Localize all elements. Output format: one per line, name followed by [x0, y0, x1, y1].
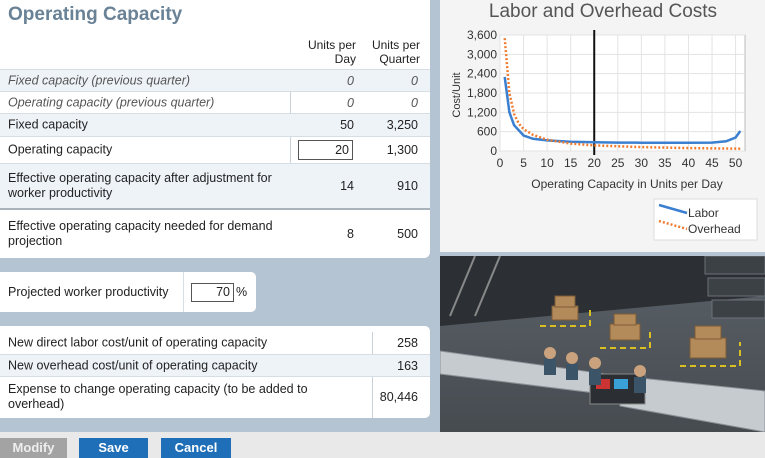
row-label: New overhead cost/unit of operating capa…	[8, 358, 258, 372]
units-per-day-value: 0	[347, 95, 354, 110]
legend-swatch-overhead	[658, 219, 688, 231]
divider	[183, 272, 184, 312]
units-per-quarter-value: 910	[397, 179, 418, 193]
x-tick-label: 25	[611, 156, 625, 170]
productivity-label: Projected worker productivity	[8, 285, 169, 299]
x-axis-label: Operating Capacity in Units per Day	[531, 177, 722, 191]
y-tick-label: 1,800	[467, 86, 497, 100]
x-tick-label: 20	[588, 156, 602, 170]
table-row: Operating capacity (previous quarter) 0 …	[0, 91, 430, 113]
series-line-overhead	[503, 38, 741, 150]
cancel-button[interactable]: Cancel	[161, 438, 231, 458]
table-row: Fixed capacity 50 3,250	[0, 113, 430, 136]
table-row: Effective operating capacity after adjus…	[0, 163, 430, 208]
table-row: New overhead cost/unit of operating capa…	[0, 354, 430, 376]
units-per-day-value: 0	[347, 73, 354, 88]
units-per-day-value: 8	[347, 227, 354, 241]
row-value: 80,446	[379, 389, 418, 404]
units-per-day-value: 50	[340, 118, 354, 132]
column-divider	[290, 69, 291, 208]
x-tick-label: 35	[658, 156, 672, 170]
row-label: Fixed capacity	[8, 117, 88, 132]
percent-unit: %	[236, 285, 248, 299]
y-tick-label: 600	[477, 125, 497, 139]
legend-label-overhead: Overhead	[688, 222, 741, 236]
units-per-day-value: 14	[340, 179, 354, 193]
col-header-units-per-day: Units per Day	[307, 38, 356, 66]
operating-capacity-panel: Operating Capacity Units per Day Units p…	[0, 0, 430, 258]
new-costs-panel: New direct labor cost/unit of operating …	[0, 326, 430, 418]
legend-swatch-labor	[658, 203, 688, 215]
chart-title: Labor and Overhead Costs	[489, 1, 717, 22]
x-tick-label: 40	[682, 156, 696, 170]
units-per-quarter-value: 0	[411, 95, 418, 110]
x-tick-label: 45	[705, 156, 719, 170]
x-tick-label: 30	[635, 156, 649, 170]
units-per-quarter-value: 0	[411, 73, 418, 88]
row-label: Expense to change operating capacity (to…	[8, 381, 308, 411]
y-tick-label: 3,600	[467, 28, 497, 42]
cost-chart-panel: Labor and Overhead Costs Cost/Unit Opera…	[440, 0, 765, 252]
units-per-quarter-value: 3,250	[386, 118, 418, 132]
table-row: New direct labor cost/unit of operating …	[0, 332, 430, 354]
productivity-input[interactable]: 70	[191, 283, 234, 302]
x-tick-label: 5	[520, 156, 527, 170]
table-row: Effective operating capacity needed for …	[0, 208, 430, 258]
row-label: Effective operating capacity after adjus…	[8, 171, 272, 200]
row-label: Fixed capacity (previous quarter)	[8, 73, 191, 87]
y-tick-label: 2,400	[467, 67, 497, 81]
x-tick-label: 10	[540, 156, 554, 170]
save-button[interactable]: Save	[79, 438, 148, 458]
x-tick-label: 50	[729, 156, 743, 170]
table-row: Fixed capacity (previous quarter) 0 0	[0, 69, 430, 91]
factory-illustration	[440, 256, 765, 432]
series-line-labor	[503, 76, 742, 145]
operating-capacity-input[interactable]: 20	[298, 140, 353, 160]
modify-button[interactable]: Modify	[0, 438, 67, 458]
table-row: Operating capacity 20 1,300	[0, 136, 430, 163]
y-tick-label: 0	[490, 144, 497, 158]
row-label: Operating capacity (previous quarter)	[8, 95, 215, 109]
row-label: Operating capacity	[8, 142, 113, 157]
row-label: New direct labor cost/unit of operating …	[8, 335, 268, 350]
panel-title: Operating Capacity	[8, 4, 183, 25]
units-per-quarter-value: 1,300	[386, 143, 418, 157]
y-tick-label: 3,000	[467, 47, 497, 61]
row-label: Effective operating capacity needed for …	[8, 219, 273, 248]
labor-overhead-chart: Labor and Overhead Costs Cost/Unit Opera…	[451, 1, 758, 241]
col-header-units-per-quarter: Units per Quarter	[371, 38, 420, 66]
legend-label-labor: Labor	[688, 206, 719, 220]
table-row: Expense to change operating capacity (to…	[0, 376, 430, 416]
legend-box	[653, 198, 758, 241]
worker-productivity-panel: Projected worker productivity 70 %	[0, 272, 256, 312]
row-value: 163	[397, 358, 418, 373]
x-tick-label: 0	[497, 156, 504, 170]
x-tick-label: 15	[564, 156, 578, 170]
units-per-quarter-value: 500	[397, 227, 418, 241]
y-axis-label: Cost/Unit	[451, 72, 463, 117]
row-value: 258	[397, 336, 418, 350]
y-tick-label: 1,200	[467, 105, 497, 119]
